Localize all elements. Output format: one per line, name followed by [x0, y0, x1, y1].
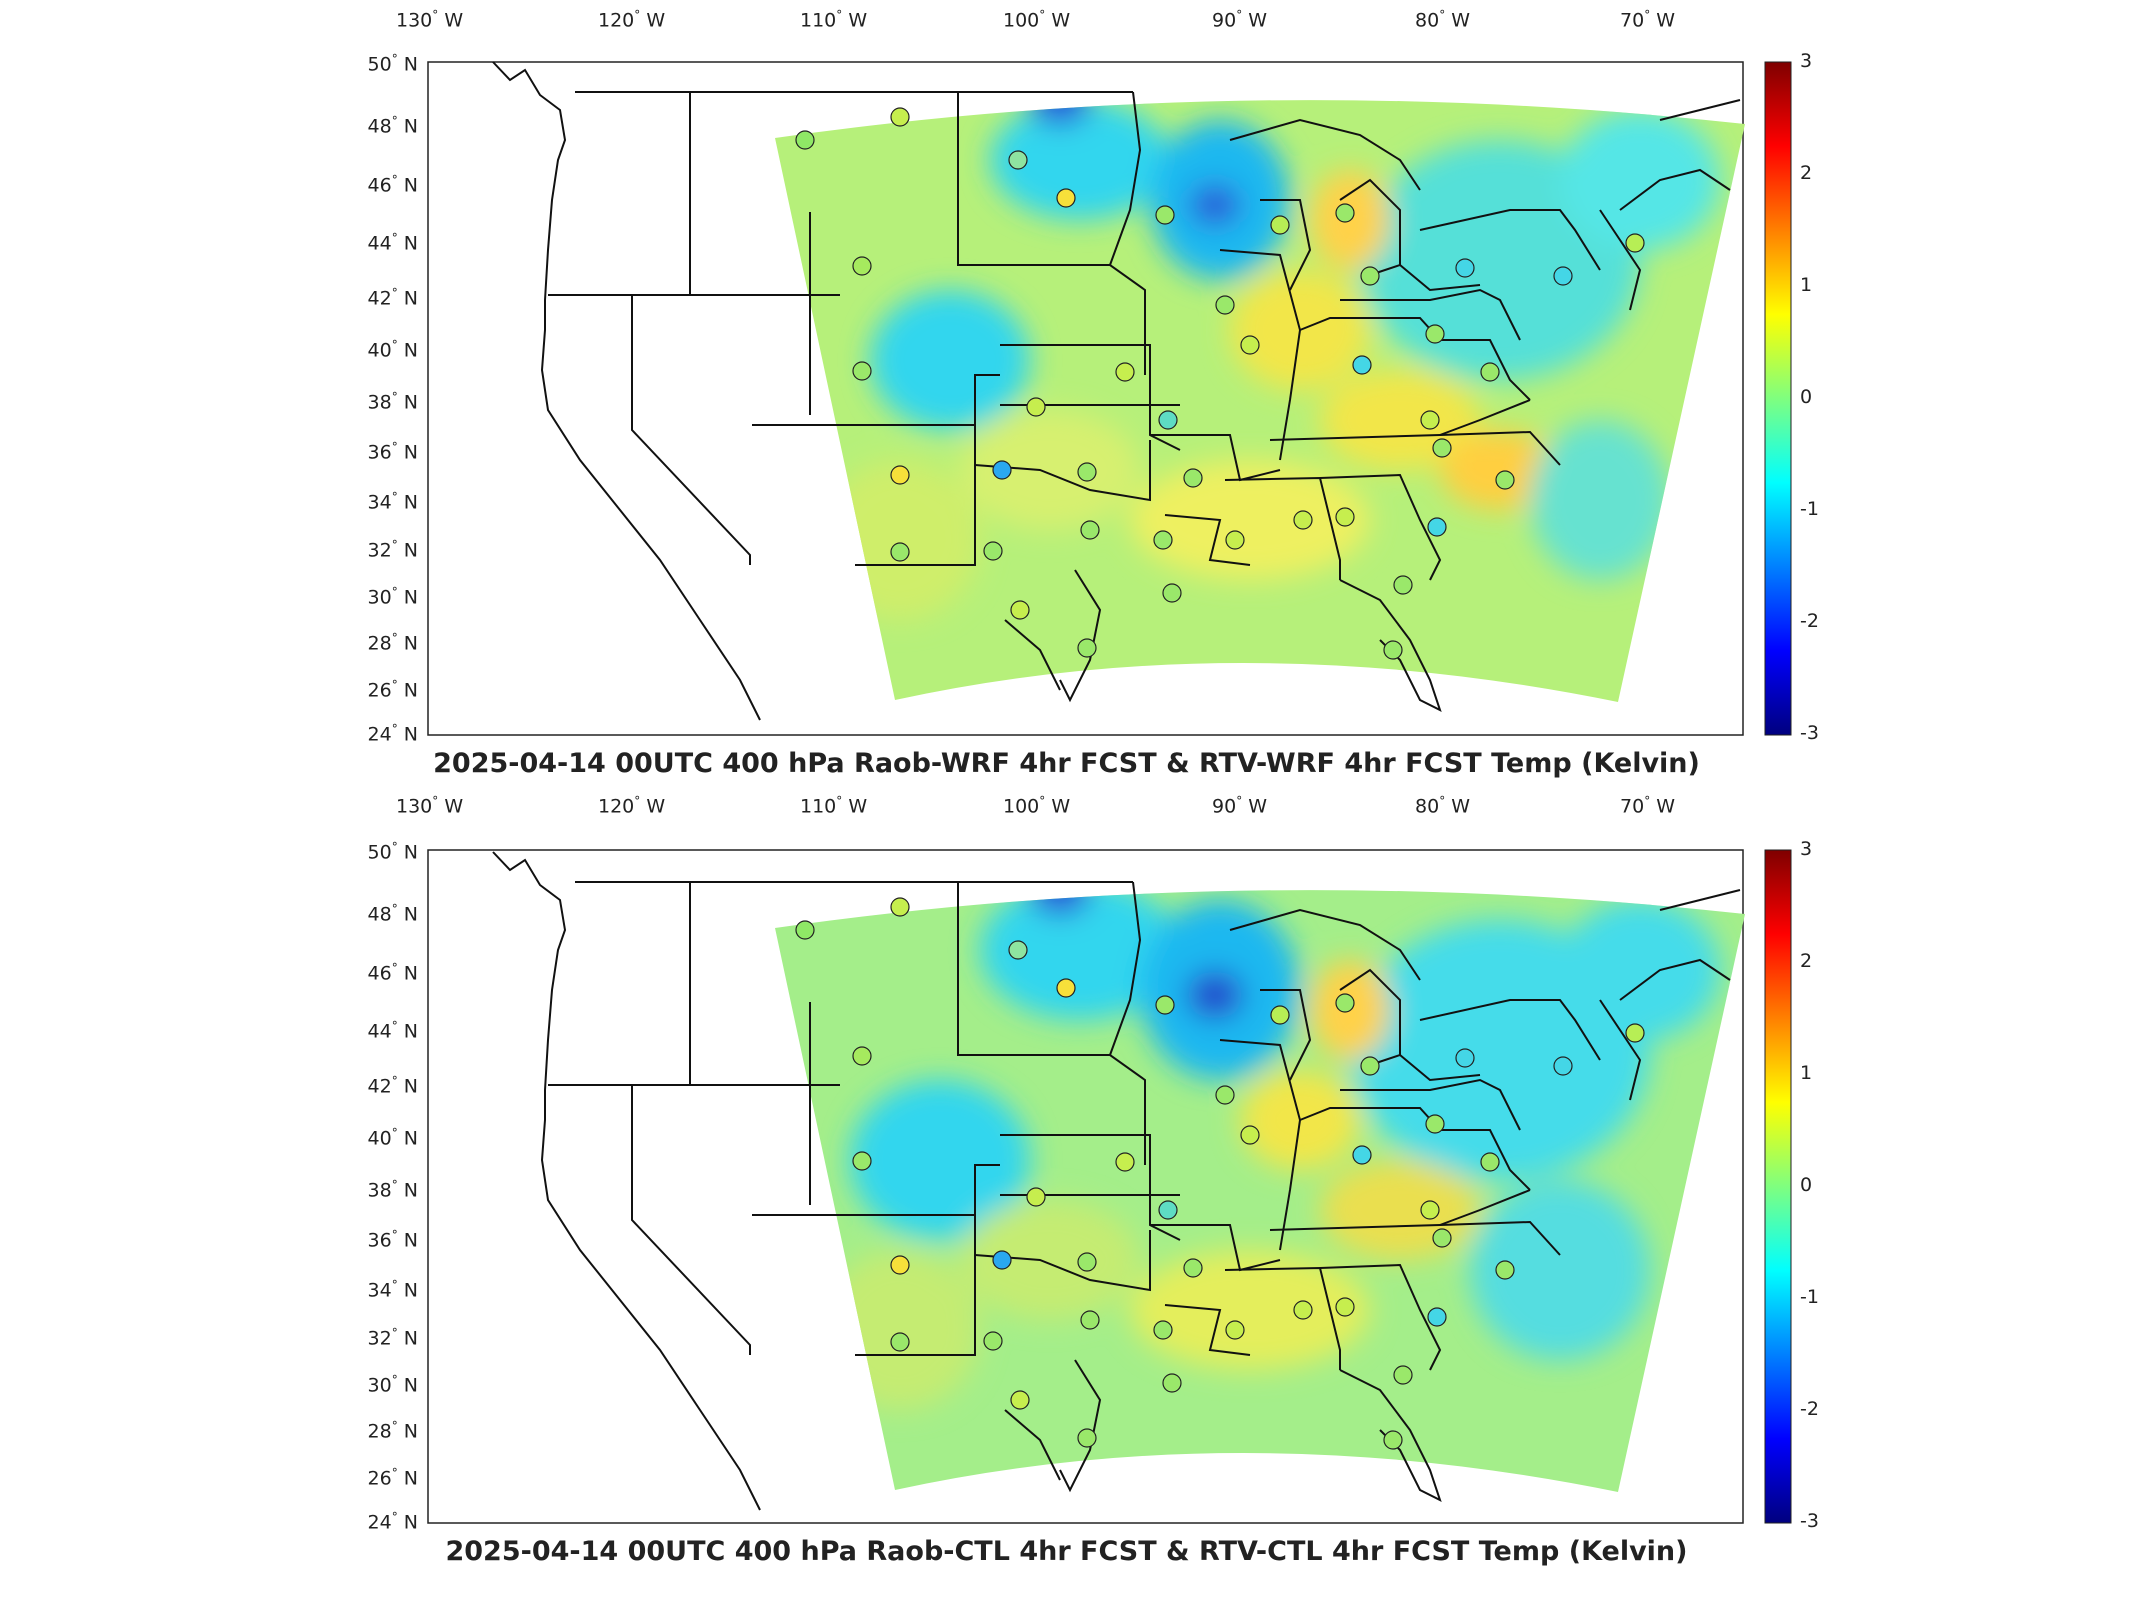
colorbar-tick-neg3: -3	[1800, 722, 1819, 744]
lat-label-48: 48° N	[367, 114, 418, 138]
lon-label-120: 120° W	[598, 794, 666, 818]
lon-label-100: 100° W	[1003, 8, 1071, 32]
lat-label-32: 32° N	[367, 1326, 418, 1350]
colorbar-tick-1: 1	[1800, 274, 1813, 296]
lon-label-130: 130° W	[396, 8, 464, 32]
lon-label-80: 80° W	[1415, 8, 1471, 32]
lon-label-70: 70° W	[1620, 794, 1676, 818]
colorbar-tick-neg1: -1	[1800, 498, 1819, 520]
lat-label-46: 46° N	[367, 173, 418, 197]
lat-label-50: 50° N	[367, 840, 418, 864]
lat-label-50: 50° N	[367, 52, 418, 76]
lat-label-44: 44° N	[367, 1019, 418, 1043]
map-canvas-top	[427, 61, 1792, 736]
colorbar	[1764, 849, 1792, 1524]
lon-label-90: 90° W	[1212, 794, 1268, 818]
lon-label-100: 100° W	[1003, 794, 1071, 818]
lat-label-42: 42° N	[367, 286, 418, 310]
lat-label-40: 40° N	[367, 1126, 418, 1150]
lon-label-90: 90° W	[1212, 8, 1268, 32]
lat-label-24: 24° N	[367, 722, 418, 746]
lat-label-36: 36° N	[367, 440, 418, 464]
lon-label-120: 120° W	[598, 8, 666, 32]
colorbar	[1764, 61, 1792, 736]
colorbar-tick-2: 2	[1800, 162, 1813, 184]
lat-label-28: 28° N	[367, 631, 418, 655]
raob-stations	[795, 897, 1645, 1450]
colorbar-tick-neg2: -2	[1800, 610, 1819, 632]
colorbar-tick-0: 0	[1800, 1174, 1813, 1196]
lon-label-110: 110° W	[800, 8, 868, 32]
lat-label-34: 34° N	[367, 490, 418, 514]
colorbar-tick-1: 1	[1800, 1062, 1813, 1084]
lat-label-44: 44° N	[367, 231, 418, 255]
colorbar-tick-0: 0	[1800, 386, 1813, 408]
lat-label-46: 46° N	[367, 961, 418, 985]
lat-label-34: 34° N	[367, 1278, 418, 1302]
panel-title-bottom: 2025-04-14 00UTC 400 hPa Raob-CTL 4hr FC…	[445, 1536, 1688, 1567]
lat-label-26: 26° N	[367, 678, 418, 702]
temperature-difference-field	[775, 890, 1745, 1492]
panel-title-top: 2025-04-14 00UTC 400 hPa Raob-WRF 4hr FC…	[433, 748, 1700, 779]
lat-label-30: 30° N	[367, 1373, 418, 1397]
lat-label-42: 42° N	[367, 1074, 418, 1098]
lat-label-48: 48° N	[367, 902, 418, 926]
lat-label-40: 40° N	[367, 338, 418, 362]
colorbar-tick-neg2: -2	[1800, 1398, 1819, 1420]
map-canvas-bottom	[427, 849, 1792, 1524]
lat-label-30: 30° N	[367, 585, 418, 609]
map-panel-top: 130° W 120° W 110° W 100° W 90° W 80° W …	[0, 0, 2133, 790]
temperature-difference-field	[775, 100, 1745, 702]
lat-label-32: 32° N	[367, 538, 418, 562]
colorbar-tick-3: 3	[1800, 50, 1813, 72]
lat-label-24: 24° N	[367, 1510, 418, 1534]
lat-label-28: 28° N	[367, 1419, 418, 1443]
colorbar-tick-3: 3	[1800, 838, 1813, 860]
raob-stations	[795, 107, 1645, 660]
colorbar-tick-neg3: -3	[1800, 1510, 1819, 1532]
colorbar-tick-2: 2	[1800, 950, 1813, 972]
colorbar-tick-neg1: -1	[1800, 1286, 1819, 1308]
lon-label-110: 110° W	[800, 794, 868, 818]
map-panel-bottom: 130° W 120° W 110° W 100° W 90° W 80° W …	[0, 790, 2133, 1580]
lat-label-26: 26° N	[367, 1466, 418, 1490]
state-boundaries	[492, 61, 1741, 721]
lon-label-130: 130° W	[396, 794, 464, 818]
lat-label-38: 38° N	[367, 390, 418, 414]
lat-label-38: 38° N	[367, 1178, 418, 1202]
lon-label-70: 70° W	[1620, 8, 1676, 32]
lon-label-80: 80° W	[1415, 794, 1471, 818]
lat-label-36: 36° N	[367, 1228, 418, 1252]
